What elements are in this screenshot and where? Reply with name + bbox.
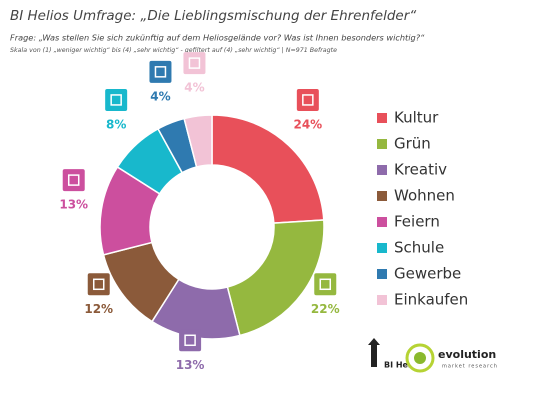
logo-bi-helios: BI Helios <box>368 338 424 370</box>
icon <box>179 329 202 352</box>
data-label: 13% <box>59 198 88 212</box>
legend-swatch <box>377 269 387 279</box>
legend-label: Feiern <box>394 213 440 231</box>
icon <box>62 169 85 192</box>
donut-segment <box>183 114 213 168</box>
logo-roof <box>368 338 380 345</box>
icon <box>183 52 206 75</box>
logo-dot <box>414 352 426 364</box>
subtitle: Frage: „Was stellen Sie sich zukünftig a… <box>10 33 425 43</box>
logo-tower <box>371 345 377 367</box>
legend-label: Schule <box>394 239 444 257</box>
data-label: 24% <box>293 117 322 131</box>
donut-segment <box>211 114 325 224</box>
legend-swatch <box>377 243 387 253</box>
legend-label: Gewerbe <box>394 265 461 283</box>
icon-glyph <box>319 278 332 291</box>
legend-swatch <box>377 139 387 149</box>
logo-text: evolution <box>438 348 496 361</box>
data-label: 8% <box>106 117 126 131</box>
note: Skala von (1) „weniger wichtig“ bis (4) … <box>10 46 337 54</box>
legend-label: Kultur <box>394 109 439 127</box>
icon <box>149 60 172 83</box>
data-label: 4% <box>184 81 204 95</box>
icon-glyph <box>92 278 105 291</box>
icon-glyph <box>110 94 122 106</box>
data-label: 13% <box>176 358 205 372</box>
legend-label: Kreativ <box>394 161 447 179</box>
icon-glyph <box>188 57 201 69</box>
icon <box>296 88 319 111</box>
data-label: 12% <box>84 302 113 316</box>
legend-swatch <box>377 217 387 227</box>
icon <box>314 273 337 296</box>
legend-label: Einkaufen <box>394 291 468 309</box>
legend-label: Wohnen <box>394 187 455 205</box>
logo-text: BI Helios <box>384 361 424 370</box>
legend-swatch <box>377 191 387 201</box>
legend-label: Grün <box>394 135 431 153</box>
donut-segment <box>226 219 325 337</box>
chart-title: BI Helios Umfrage: „Die Lieblingsmischun… <box>10 8 417 24</box>
data-label: 22% <box>311 302 340 316</box>
logo-evolution: evolution market research <box>405 343 498 373</box>
icon <box>105 88 128 111</box>
legend-swatch <box>377 295 387 305</box>
icon-glyph <box>184 334 196 347</box>
icon-glyph <box>67 174 80 186</box>
legend-swatch <box>377 165 387 175</box>
logo-subtext: market research <box>442 364 498 370</box>
icon-glyph <box>154 66 167 78</box>
data-label: 4% <box>150 89 170 103</box>
icon-glyph <box>302 94 314 106</box>
legend-swatch <box>377 113 387 123</box>
icon <box>87 273 110 296</box>
